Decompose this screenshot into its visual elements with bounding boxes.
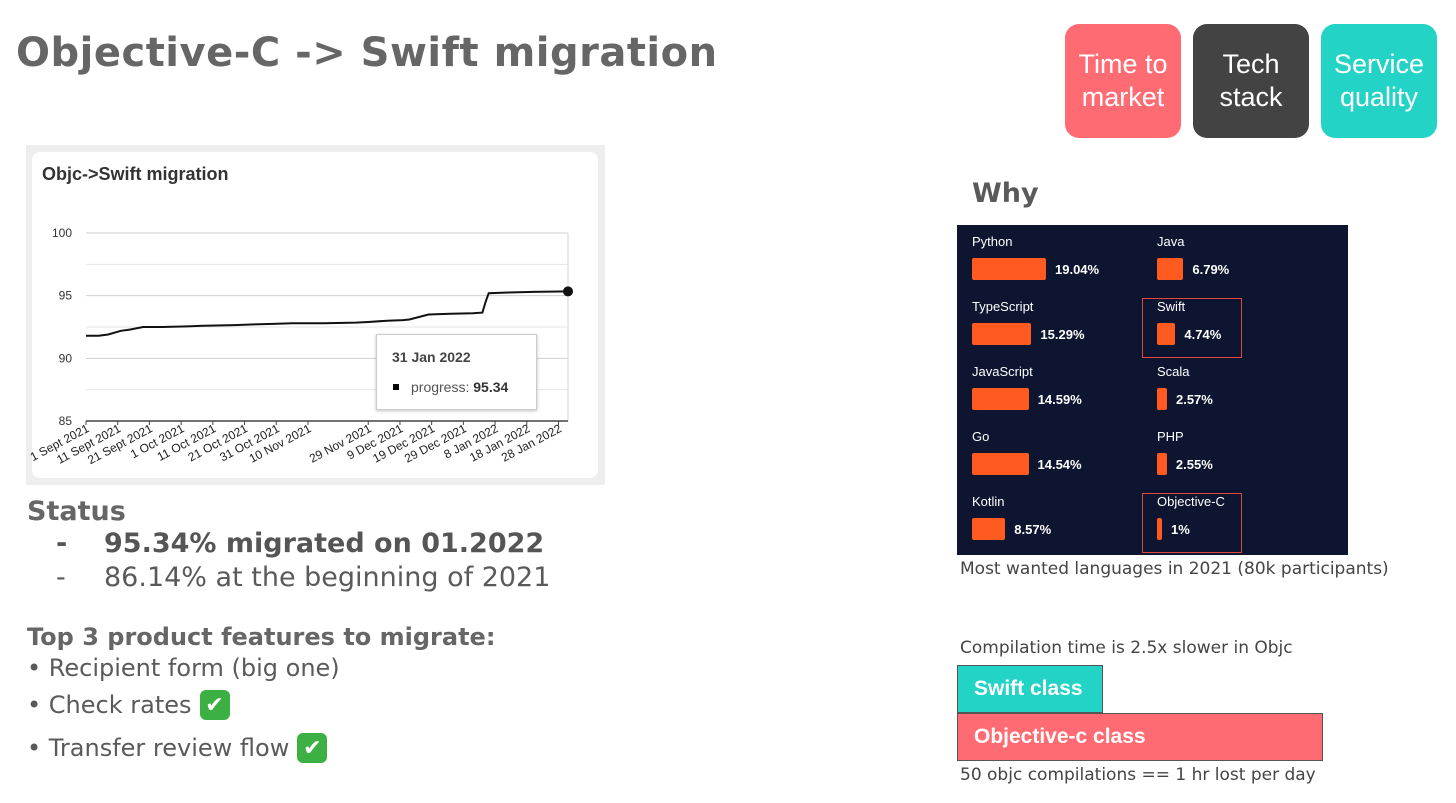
language-bar xyxy=(972,518,1006,540)
feature-label: • Transfer review flow xyxy=(27,734,290,762)
status-item: - 95.34% migrated on 01.2022 xyxy=(56,528,544,559)
tooltip-date: 31 Jan 2022 xyxy=(392,349,471,365)
language-name: Objective-C xyxy=(1157,494,1225,509)
y-tick-label: 85 xyxy=(59,414,73,428)
y-tick-label: 95 xyxy=(59,289,73,303)
why-heading: Why xyxy=(972,178,1039,209)
language-name: Kotlin xyxy=(972,494,1005,509)
tag-label: Tech stack xyxy=(1219,49,1283,112)
language-name: Go xyxy=(972,429,990,444)
language-name: PHP xyxy=(1157,429,1184,444)
language-value: 2.57% xyxy=(1175,392,1213,407)
language-name: Python xyxy=(972,234,1013,249)
language-name: TypeScript xyxy=(972,299,1034,314)
language-bar xyxy=(1157,258,1184,280)
tag-tech-stack: Tech stack xyxy=(1193,24,1309,138)
objective-c-class-bar: Objective-c class xyxy=(957,713,1323,761)
tooltip-row: progress: 95.34 xyxy=(411,379,508,395)
feature-item: • Recipient form (big one) xyxy=(27,654,340,682)
status-heading: Status xyxy=(27,496,126,527)
language-value: 19.04% xyxy=(1055,262,1100,277)
language-highlight-box xyxy=(1142,298,1242,358)
language-bar xyxy=(1157,388,1167,410)
tag-label: Time to market xyxy=(1078,49,1168,112)
tag-service-quality: Service quality xyxy=(1321,24,1437,138)
language-name: Scala xyxy=(1157,364,1190,379)
tooltip-value: 95.34 xyxy=(473,379,509,395)
chart-tooltip: 31 Jan 2022 progress: 95.34 xyxy=(376,334,537,410)
language-value: 14.59% xyxy=(1037,392,1082,407)
feature-label: • Check rates xyxy=(27,691,192,719)
language-value: 1% xyxy=(1171,522,1190,537)
tag-time-to-market: Time to market xyxy=(1065,24,1181,138)
features-heading: Top 3 product features to migrate: xyxy=(27,623,496,651)
language-value: 8.57% xyxy=(1014,522,1052,537)
highlighted-data-point xyxy=(563,286,573,297)
language-highlight-box xyxy=(1142,493,1242,553)
language-bar xyxy=(1157,453,1167,475)
dash: - xyxy=(56,562,66,593)
language-value: 6.79% xyxy=(1192,262,1230,277)
languages-panel: Python 19.04% TypeScript 15.29% JavaScript 14… xyxy=(957,225,1348,555)
language-name: Swift xyxy=(1157,299,1186,314)
tag-label: Service quality xyxy=(1333,49,1425,112)
slide-title: Objective-C -> Swift migration xyxy=(16,30,718,76)
status-text: 86.14% at the beginning of 2021 xyxy=(104,562,551,593)
chart-card xyxy=(32,152,598,478)
feature-item: • Check rates ✔ xyxy=(27,690,230,720)
check-mark-icon: ✔ xyxy=(199,690,230,720)
language-value: 4.74% xyxy=(1184,327,1222,342)
language-bar xyxy=(1157,323,1176,345)
status-item: - 86.14% at the beginning of 2021 xyxy=(56,562,550,593)
dash: - xyxy=(56,528,68,559)
compilation-footer: 50 objc compilations == 1 hr lost per da… xyxy=(960,765,1316,785)
tooltip-label: progress: xyxy=(411,379,474,395)
y-tick-label: 90 xyxy=(59,351,73,365)
progress-line xyxy=(86,290,569,337)
language-bar xyxy=(1157,518,1162,540)
language-bar xyxy=(972,388,1029,410)
language-value: 15.29% xyxy=(1040,327,1085,342)
tooltip-series-marker xyxy=(393,384,399,390)
language-bar xyxy=(972,323,1032,345)
language-value: 14.54% xyxy=(1037,457,1082,472)
y-tick-label: 100 xyxy=(52,226,72,240)
status-text: 95.34% migrated on 01.2022 xyxy=(104,528,545,559)
language-value: 2.55% xyxy=(1175,457,1213,472)
check-mark-icon: ✔ xyxy=(297,733,328,763)
language-bar xyxy=(972,453,1029,475)
language-bar xyxy=(972,258,1046,280)
swift-class-bar: Swift class xyxy=(957,665,1104,713)
compilation-caption: Compilation time is 2.5x slower in Objc xyxy=(960,638,1293,658)
language-name: Java xyxy=(1157,234,1185,249)
language-name: JavaScript xyxy=(972,364,1033,379)
chart-title: Objc->Swift migration xyxy=(42,164,229,184)
languages-caption: Most wanted languages in 2021 (80k parti… xyxy=(960,559,1389,579)
feature-label: • Recipient form (big one) xyxy=(27,654,340,682)
feature-item: • Transfer review flow ✔ xyxy=(27,733,328,763)
